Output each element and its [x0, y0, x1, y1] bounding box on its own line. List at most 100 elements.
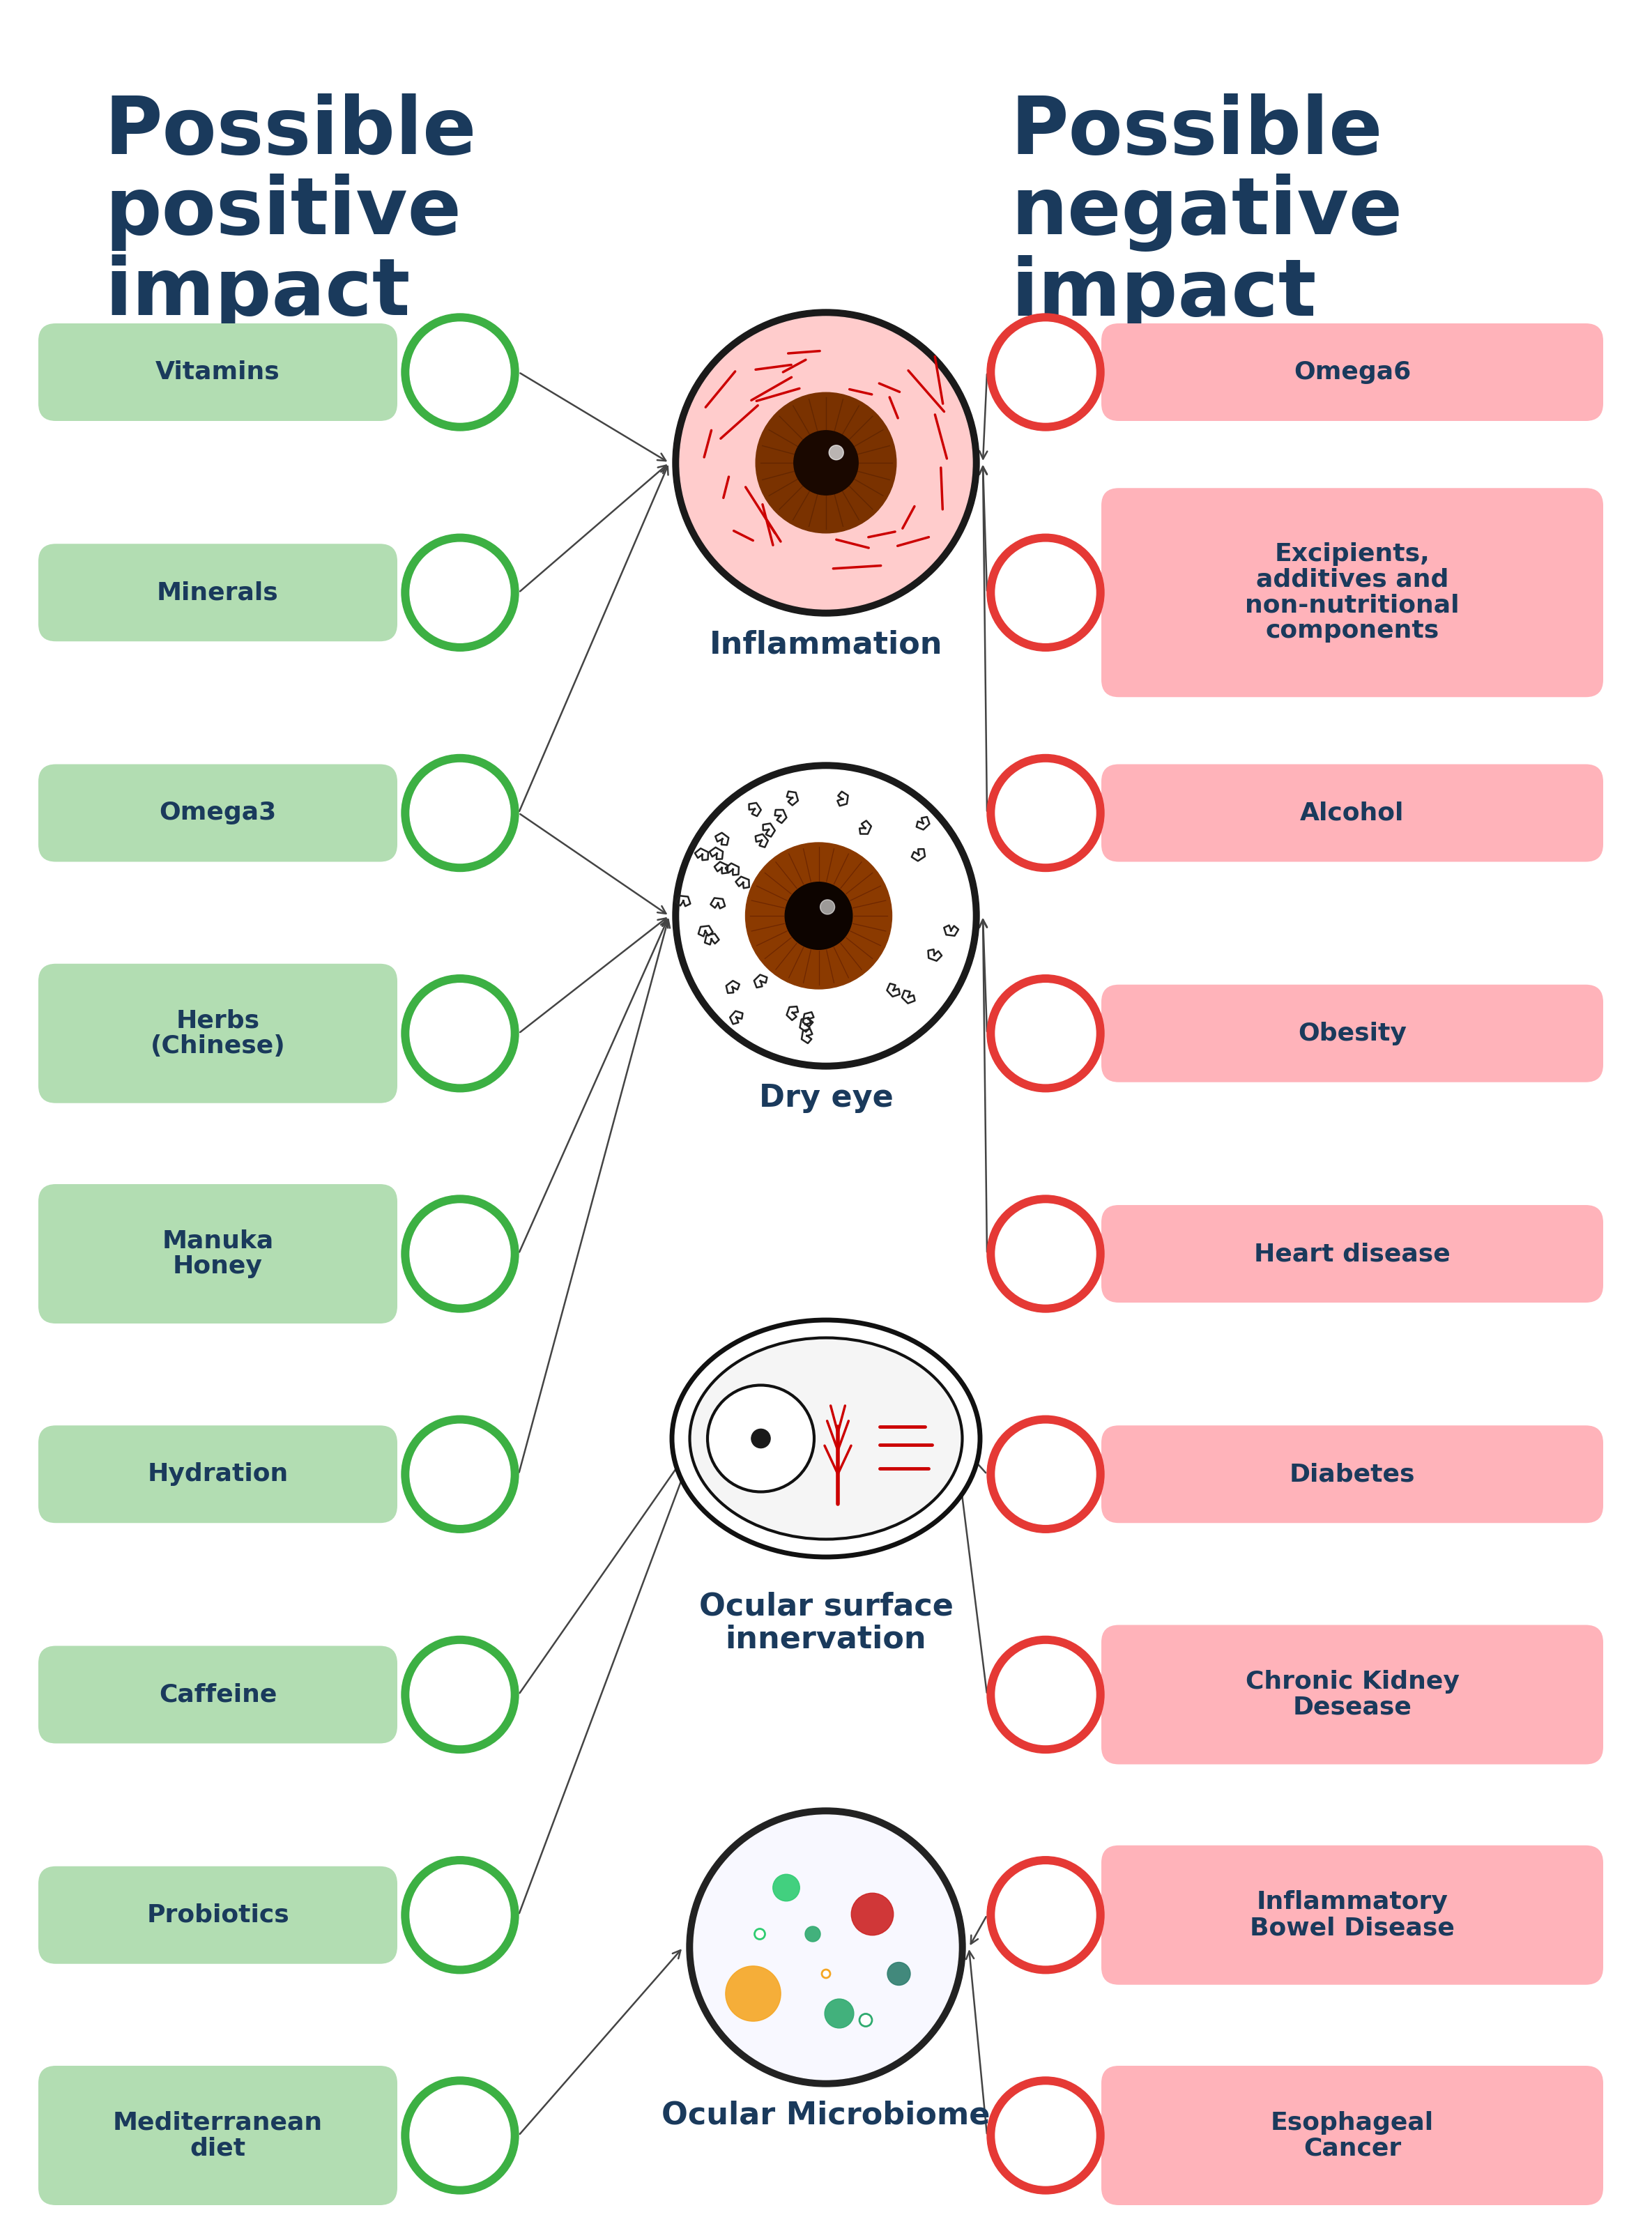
FancyBboxPatch shape	[1102, 323, 1602, 421]
Circle shape	[821, 1969, 831, 1978]
Circle shape	[851, 1893, 894, 1935]
Circle shape	[401, 1196, 519, 1313]
Circle shape	[986, 1857, 1104, 1973]
Text: Heart disease: Heart disease	[1254, 1241, 1450, 1266]
Ellipse shape	[691, 1337, 961, 1539]
Circle shape	[410, 1425, 510, 1525]
Circle shape	[986, 755, 1104, 871]
FancyBboxPatch shape	[1102, 488, 1602, 697]
Circle shape	[410, 1203, 510, 1304]
Circle shape	[986, 1196, 1104, 1313]
Circle shape	[996, 542, 1095, 643]
FancyBboxPatch shape	[38, 764, 398, 862]
FancyBboxPatch shape	[1102, 764, 1602, 862]
Text: Vitamins: Vitamins	[155, 361, 281, 383]
Circle shape	[672, 309, 980, 616]
Circle shape	[687, 1808, 965, 2088]
Text: Dry eye: Dry eye	[758, 1084, 894, 1113]
Circle shape	[410, 2085, 510, 2186]
Circle shape	[679, 316, 973, 609]
Text: Inflammation: Inflammation	[709, 629, 943, 661]
FancyBboxPatch shape	[38, 963, 398, 1102]
Circle shape	[679, 768, 973, 1062]
Circle shape	[401, 755, 519, 871]
Circle shape	[859, 2014, 872, 2027]
Circle shape	[410, 983, 510, 1084]
Circle shape	[401, 1857, 519, 1973]
Circle shape	[819, 900, 834, 914]
Text: Manuka
Honey: Manuka Honey	[162, 1230, 274, 1279]
Circle shape	[829, 446, 844, 459]
FancyBboxPatch shape	[1102, 1425, 1602, 1523]
Circle shape	[996, 983, 1095, 1084]
Text: Diabetes: Diabetes	[1289, 1463, 1416, 1485]
Circle shape	[401, 974, 519, 1091]
Circle shape	[996, 2085, 1095, 2186]
FancyBboxPatch shape	[38, 1866, 398, 1964]
Circle shape	[401, 2076, 519, 2193]
FancyBboxPatch shape	[1102, 1205, 1602, 1304]
FancyBboxPatch shape	[38, 1185, 398, 1324]
Circle shape	[996, 764, 1095, 862]
Circle shape	[996, 1644, 1095, 1745]
FancyBboxPatch shape	[38, 323, 398, 421]
Ellipse shape	[672, 1319, 980, 1557]
Text: Ocular surface
innervation: Ocular surface innervation	[699, 1593, 953, 1653]
Circle shape	[755, 1929, 765, 1940]
Circle shape	[725, 1967, 781, 2020]
Circle shape	[410, 323, 510, 423]
Text: Hydration: Hydration	[147, 1463, 289, 1485]
Text: Omega6: Omega6	[1294, 361, 1411, 383]
Text: Inflammatory
Bowel Disease: Inflammatory Bowel Disease	[1251, 1891, 1455, 1940]
Circle shape	[996, 1203, 1095, 1304]
FancyBboxPatch shape	[38, 1646, 398, 1743]
Text: Mediterranean
diet: Mediterranean diet	[112, 2110, 322, 2159]
FancyBboxPatch shape	[38, 544, 398, 641]
Text: Esophageal
Cancer: Esophageal Cancer	[1270, 2110, 1434, 2159]
FancyBboxPatch shape	[38, 2065, 398, 2204]
Text: Chronic Kidney
Desease: Chronic Kidney Desease	[1246, 1671, 1459, 1720]
FancyBboxPatch shape	[1102, 2065, 1602, 2204]
Circle shape	[410, 764, 510, 862]
Text: Alcohol: Alcohol	[1300, 802, 1404, 824]
Circle shape	[795, 430, 857, 495]
FancyBboxPatch shape	[1102, 986, 1602, 1082]
Circle shape	[986, 1635, 1104, 1754]
Text: Ocular Microbiome: Ocular Microbiome	[662, 2101, 990, 2130]
Circle shape	[401, 314, 519, 430]
Circle shape	[996, 1866, 1095, 1964]
Circle shape	[410, 1644, 510, 1745]
Circle shape	[401, 1635, 519, 1754]
Text: Possible
positive
impact: Possible positive impact	[104, 94, 477, 332]
Circle shape	[401, 533, 519, 652]
Text: Herbs
(Chinese): Herbs (Chinese)	[150, 1008, 286, 1057]
FancyBboxPatch shape	[1102, 1846, 1602, 1985]
Circle shape	[401, 1416, 519, 1532]
Text: Obesity: Obesity	[1298, 1021, 1406, 1046]
Circle shape	[773, 1875, 800, 1902]
Text: Minerals: Minerals	[157, 580, 279, 605]
Circle shape	[986, 1416, 1104, 1532]
Circle shape	[410, 1866, 510, 1964]
Circle shape	[996, 323, 1095, 423]
FancyBboxPatch shape	[1102, 1624, 1602, 1765]
Circle shape	[694, 1814, 958, 2079]
Text: Caffeine: Caffeine	[159, 1682, 278, 1707]
Circle shape	[986, 2076, 1104, 2193]
Text: Omega3: Omega3	[159, 802, 276, 824]
Circle shape	[707, 1384, 814, 1492]
Text: Probiotics: Probiotics	[147, 1904, 289, 1926]
Text: Possible
negative
impact: Possible negative impact	[1011, 94, 1403, 332]
Circle shape	[752, 1429, 770, 1447]
Circle shape	[410, 542, 510, 643]
Circle shape	[755, 392, 897, 533]
Circle shape	[996, 1425, 1095, 1525]
Circle shape	[986, 314, 1104, 430]
FancyBboxPatch shape	[38, 1425, 398, 1523]
Circle shape	[672, 762, 980, 1068]
Circle shape	[986, 533, 1104, 652]
Circle shape	[986, 974, 1104, 1091]
Circle shape	[824, 1998, 854, 2027]
Circle shape	[887, 1962, 910, 1985]
Circle shape	[805, 1926, 821, 1942]
